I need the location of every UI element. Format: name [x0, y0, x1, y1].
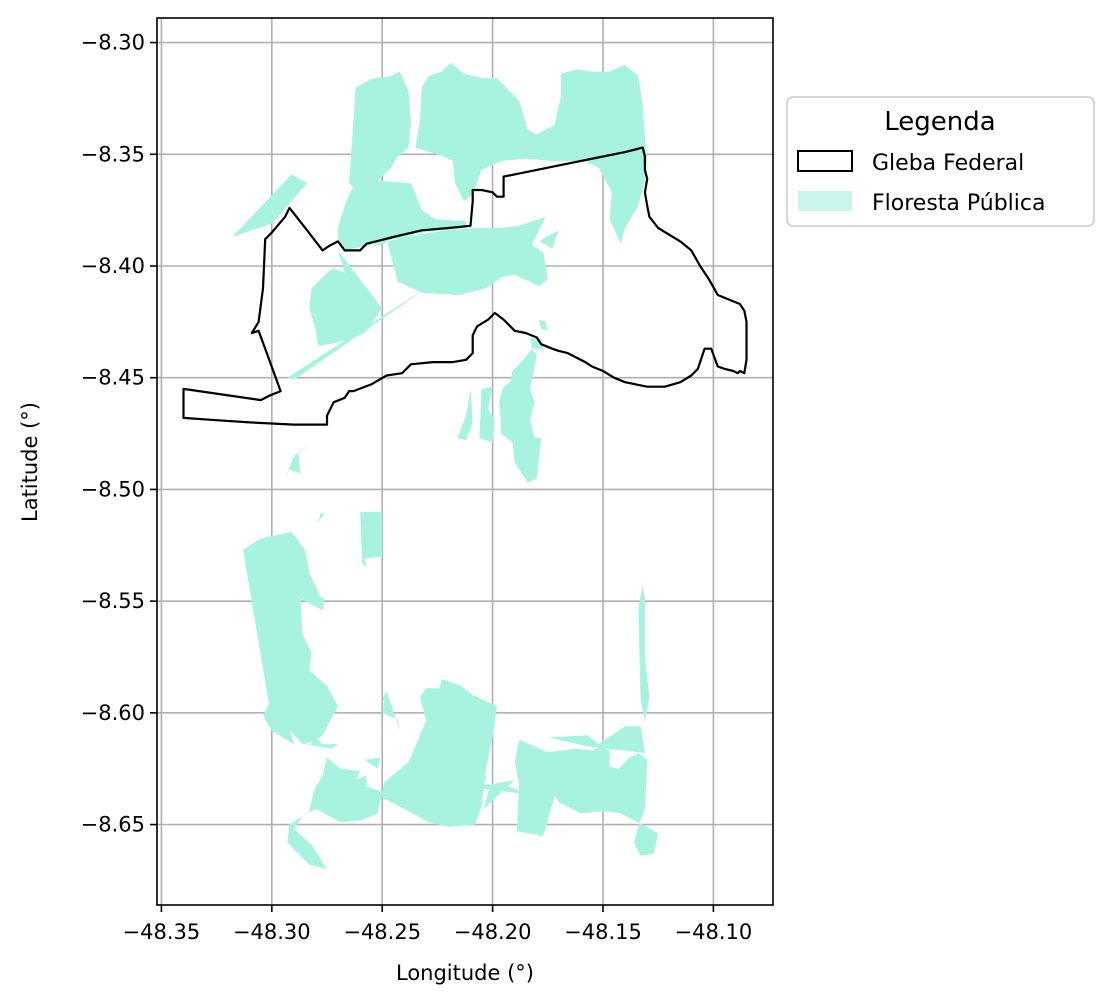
- y-tick-label: −8.50: [81, 477, 145, 501]
- legend: Legenda Gleba Federal Floresta Pública: [786, 96, 1095, 227]
- legend-box: [786, 96, 1095, 227]
- floresta-publica-polygon: [369, 216, 546, 295]
- x-tick-label: −48.15: [564, 920, 642, 944]
- y-tick-label: −8.65: [81, 813, 145, 837]
- floresta-publica-polygon: [243, 531, 338, 745]
- floresta-publica-polygon: [541, 746, 659, 856]
- floresta-publica-polygon: [479, 386, 495, 443]
- floresta-publica-polygon: [263, 688, 294, 745]
- floresta-publica-polygon: [547, 726, 645, 754]
- floresta-publica-polygon: [614, 786, 626, 796]
- y-tick-label: −8.60: [81, 701, 145, 725]
- floresta-publica-polygon: [638, 585, 650, 722]
- y-tick-label: −8.30: [81, 31, 145, 55]
- floresta-publica-polygon: [318, 511, 325, 523]
- floresta-publica-polygon: [448, 784, 537, 796]
- floresta-publica-polygon: [349, 71, 411, 195]
- x-tick-label: −48.35: [123, 920, 201, 944]
- floresta-publica-layer: [232, 62, 659, 870]
- gleba-federal-polygon: [182, 146, 748, 426]
- legend-title: Legenda: [884, 107, 995, 137]
- y-tick-label: −8.40: [81, 254, 145, 278]
- floresta-publica-polygon: [287, 288, 427, 380]
- floresta-publica-polygon: [483, 779, 515, 809]
- x-tick-label: −48.25: [343, 920, 421, 944]
- plot-frame: [156, 17, 774, 906]
- x-axis-ticks: −48.35 −48.30 −48.25 −48.20 −48.15 −48.10: [123, 905, 753, 944]
- floresta-publica-polygon: [419, 688, 486, 823]
- floresta-publica-polygon: [293, 730, 338, 749]
- floresta-publica-polygon: [415, 62, 648, 244]
- floresta-publica-polygon: [338, 172, 467, 251]
- y-tick-label: −8.45: [81, 366, 145, 390]
- floresta-publica-polygon: [382, 690, 400, 731]
- floresta-publica-polygon: [364, 757, 380, 769]
- x-axis-label: Longitude (°): [396, 961, 534, 985]
- floresta-publica-polygon: [539, 319, 548, 331]
- y-tick-label: −8.35: [81, 142, 145, 166]
- floresta-publica-polygon: [530, 243, 548, 287]
- floresta-publica-polygon: [457, 388, 473, 441]
- floresta-publica-polygon: [232, 174, 308, 237]
- floresta-publica-polygon: [285, 444, 310, 479]
- y-tick-label: −8.55: [81, 589, 145, 613]
- x-tick-label: −48.30: [233, 920, 311, 944]
- gleba-federal-layer: [182, 146, 748, 426]
- floresta-publica-polygon: [309, 250, 383, 347]
- legend-floresta-label: Floresta Pública: [872, 191, 1045, 216]
- y-axis-label: Latitude (°): [18, 402, 42, 522]
- floresta-publica-polygon: [499, 348, 542, 483]
- floresta-publica-polygon: [539, 230, 559, 249]
- y-axis-ticks: −8.30 −8.35 −8.40 −8.45 −8.50 −8.55 −8.60 −8.65: [81, 31, 157, 837]
- legend-gleba-label: Gleba Federal: [872, 151, 1024, 176]
- floresta-publica-polygon: [532, 806, 542, 838]
- x-tick-label: −48.10: [675, 920, 753, 944]
- legend-gleba-swatch: [797, 150, 853, 172]
- legend-floresta-swatch: [798, 191, 852, 211]
- floresta-publica-polygon: [360, 511, 383, 568]
- floresta-publica-polygon: [530, 337, 544, 349]
- x-tick-label: −48.20: [454, 920, 532, 944]
